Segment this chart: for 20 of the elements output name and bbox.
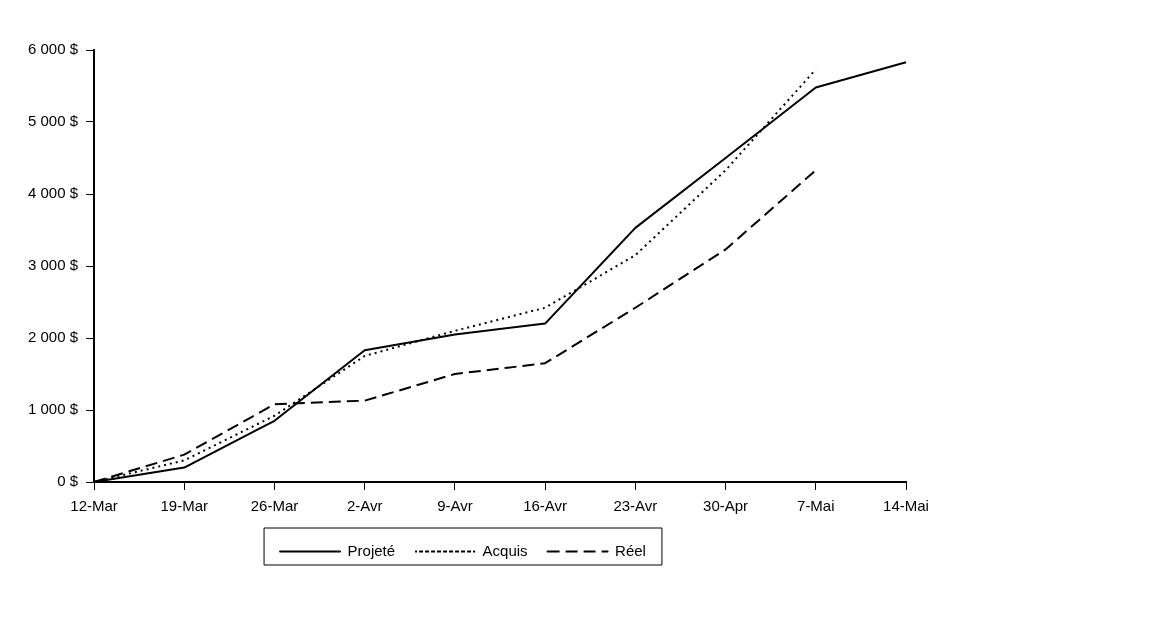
y-tick-label: 3 000 $ bbox=[28, 256, 79, 274]
x-tick-label: 26-Mar bbox=[250, 497, 299, 515]
legend-label: Acquis bbox=[482, 541, 528, 559]
x-tick-label: 7-Mai bbox=[797, 497, 835, 515]
y-tick-label: 2 000 $ bbox=[28, 328, 79, 346]
y-tick-label: 0 $ bbox=[57, 472, 79, 490]
y-tick-label: 1 000 $ bbox=[28, 400, 79, 418]
legend-label: Réel bbox=[615, 541, 646, 559]
x-tick-label: 9-Avr bbox=[437, 497, 473, 515]
y-tick-label: 6 000 $ bbox=[28, 40, 79, 58]
x-tick-label: 16-Avr bbox=[523, 497, 568, 515]
x-tick-label: 19-Mar bbox=[160, 497, 209, 515]
x-tick-label: 14-Mai bbox=[883, 497, 929, 515]
x-tick-label: 30-Apr bbox=[703, 497, 749, 515]
x-tick-label: 2-Avr bbox=[346, 497, 383, 515]
y-tick-label: 4 000 $ bbox=[28, 184, 79, 202]
x-tick-label: 12-Mar bbox=[70, 497, 118, 515]
legend-label: Projeté bbox=[347, 541, 396, 559]
y-tick-label: 5 000 $ bbox=[28, 112, 79, 130]
x-tick-label: 23-Avr bbox=[613, 497, 658, 515]
